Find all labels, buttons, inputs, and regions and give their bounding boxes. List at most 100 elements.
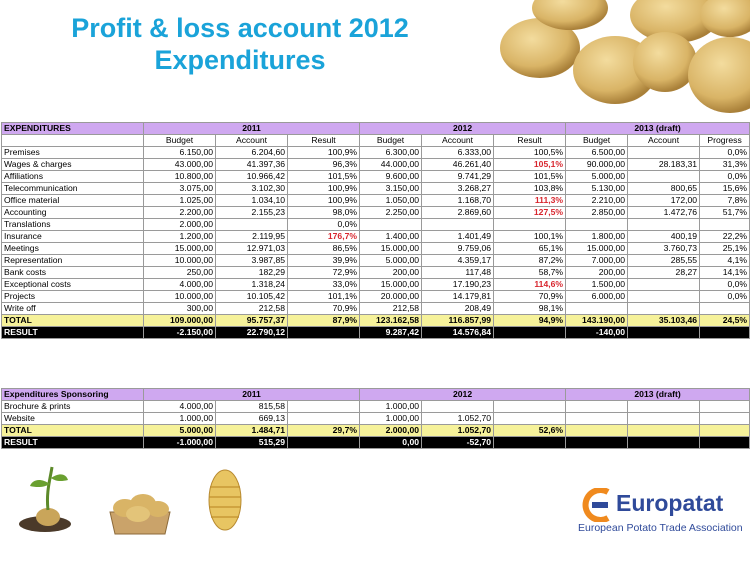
table-row: Wages & charges 43.000,00 41.397,36 96,3% 44… bbox=[1, 158, 750, 171]
table-row: Bank costs 250,00 182,29 72,9% 200,00 117,48 5… bbox=[1, 266, 750, 279]
table-cell: 3.150,00 bbox=[359, 182, 423, 195]
title-line-1: Profit & loss account 2012 bbox=[71, 13, 409, 43]
table-cell: 123.162,58 bbox=[359, 314, 423, 327]
table-cell: 9.600,00 bbox=[359, 170, 423, 183]
table-cell: 4.000,00 bbox=[143, 278, 216, 291]
row-label: Projects bbox=[1, 290, 144, 303]
table-cell: 20.000,00 bbox=[359, 290, 423, 303]
table-cell bbox=[627, 290, 701, 303]
table-cell: 815,58 bbox=[215, 400, 288, 413]
table-cell: 800,65 bbox=[627, 182, 701, 195]
row-label: Insurance bbox=[1, 230, 144, 243]
year-2012-header: 2012 bbox=[359, 122, 567, 135]
table-cell: -1.000,00 bbox=[143, 436, 216, 449]
table-row: Website 1.000,00 669,13 1.000,00 1.052,70 bbox=[1, 412, 750, 425]
table-cell: 101,5% bbox=[493, 170, 567, 183]
table-cell: 4,1% bbox=[699, 254, 750, 267]
table-cell bbox=[699, 326, 750, 339]
table-cell: 400,19 bbox=[627, 230, 701, 243]
table-row: Affiliations 10.800,00 10.966,42 101,5% 9.60… bbox=[1, 170, 750, 183]
table-cell: 2.250,00 bbox=[359, 206, 423, 219]
row-label: Brochure & prints bbox=[1, 400, 144, 413]
table-cell: 103,8% bbox=[493, 182, 567, 195]
result-row: RESULT -2.150,00 22.790,12 9.287,42 14.576,8… bbox=[1, 326, 750, 339]
table-cell: 29,7% bbox=[286, 424, 361, 437]
table-cell: 250,00 bbox=[143, 266, 216, 279]
table-cell: 6.500,00 bbox=[565, 146, 629, 159]
table-cell bbox=[493, 326, 567, 339]
table-cell bbox=[627, 436, 701, 449]
table-cell: 31,3% bbox=[699, 158, 750, 171]
table-cell: 2.850,00 bbox=[565, 206, 629, 219]
table-cell: -140,00 bbox=[565, 326, 629, 339]
table-cell: 1.000,00 bbox=[359, 400, 423, 413]
table-cell: 70,9% bbox=[286, 302, 361, 315]
table-cell: 3.268,27 bbox=[421, 182, 495, 195]
table-cell: 15.000,00 bbox=[143, 242, 216, 255]
table-cell: 5.000,00 bbox=[359, 254, 423, 267]
potato-illustrations bbox=[19, 466, 242, 535]
table-cell: 94,9% bbox=[493, 314, 567, 327]
europatat-logo: Europatat European Potato Trade Associat… bbox=[578, 488, 748, 538]
table-cell bbox=[286, 436, 361, 449]
column-header: Result bbox=[493, 134, 567, 147]
table-cell: 87,9% bbox=[286, 314, 361, 327]
table-cell bbox=[286, 400, 361, 413]
table-cell bbox=[565, 400, 629, 413]
table-cell: 2.200,00 bbox=[143, 206, 216, 219]
table-cell: 1.500,00 bbox=[565, 278, 629, 291]
table-cell: 2.000,00 bbox=[143, 218, 216, 231]
table-cell bbox=[627, 326, 701, 339]
table-cell: 10.966,42 bbox=[215, 170, 288, 183]
row-label: TOTAL bbox=[1, 314, 144, 327]
table-cell: 6.204,60 bbox=[215, 146, 288, 159]
table-cell bbox=[565, 302, 629, 315]
row-label: Representation bbox=[1, 254, 144, 267]
table-cell bbox=[493, 436, 567, 449]
table-cell: 10.800,00 bbox=[143, 170, 216, 183]
table-cell: 1.034,10 bbox=[215, 194, 288, 207]
table-cell: 1.800,00 bbox=[565, 230, 629, 243]
table-cell: 2.119,95 bbox=[215, 230, 288, 243]
table-row: Office material 1.025,00 1.034,10 100,9% 1.0… bbox=[1, 194, 750, 207]
table-row: Representation 10.000,00 3.987,85 39,9% 5.00… bbox=[1, 254, 750, 267]
table-row: Premises 6.150,00 6.204,60 100,9% 6.300,00 6.… bbox=[1, 146, 750, 159]
table-cell: 515,29 bbox=[215, 436, 288, 449]
table-cell: 116.857,99 bbox=[421, 314, 495, 327]
table-cell: 98,1% bbox=[493, 302, 567, 315]
row-label: Affiliations bbox=[1, 170, 144, 183]
table-cell: 10.000,00 bbox=[143, 290, 216, 303]
year-2013-header: 2013 (draft) bbox=[565, 122, 750, 135]
table-cell: 95.757,37 bbox=[215, 314, 288, 327]
table-cell: 10.105,42 bbox=[215, 290, 288, 303]
table-cell: 90.000,00 bbox=[565, 158, 629, 171]
table-cell: 7,8% bbox=[699, 194, 750, 207]
table-cell: 0,0% bbox=[699, 278, 750, 291]
table-cell: 208,49 bbox=[421, 302, 495, 315]
table-cell: 4.359,17 bbox=[421, 254, 495, 267]
column-header: Result bbox=[286, 134, 361, 147]
table-cell: 15.000,00 bbox=[359, 278, 423, 291]
table-header-label: EXPENDITURES bbox=[1, 122, 144, 135]
table-cell: 101,1% bbox=[286, 290, 361, 303]
table-cell: 669,13 bbox=[215, 412, 288, 425]
table-cell: 5.130,00 bbox=[565, 182, 629, 195]
table-cell: 86,5% bbox=[286, 242, 361, 255]
table-row: Meetings 15.000,00 12.971,03 86,5% 15.000,00… bbox=[1, 242, 750, 255]
table-cell: 10.000,00 bbox=[143, 254, 216, 267]
table-cell: 96,3% bbox=[286, 158, 361, 171]
expenditures-table: EXPENDITURES 2011 2012 2013 (draft) Budg… bbox=[1, 122, 750, 339]
table-cell bbox=[565, 424, 629, 437]
table-cell bbox=[493, 218, 567, 231]
row-label: RESULT bbox=[1, 436, 144, 449]
table-cell: 1.052,70 bbox=[421, 424, 495, 437]
year-2013-header: 2013 (draft) bbox=[565, 388, 750, 401]
table-cell: 17.190,23 bbox=[421, 278, 495, 291]
table-cell: 109.000,00 bbox=[143, 314, 216, 327]
table-cell: 2.000,00 bbox=[359, 424, 423, 437]
logo-name: Europatat bbox=[616, 490, 724, 516]
table-cell: 98,0% bbox=[286, 206, 361, 219]
table-cell bbox=[565, 436, 629, 449]
column-header: Account bbox=[421, 134, 495, 147]
table-cell bbox=[215, 218, 288, 231]
